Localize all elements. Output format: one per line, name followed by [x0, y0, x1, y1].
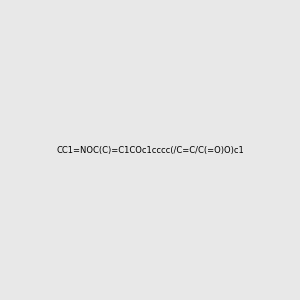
Text: CC1=NOC(C)=C1COc1cccc(/C=C/C(=O)O)c1: CC1=NOC(C)=C1COc1cccc(/C=C/C(=O)O)c1 [56, 146, 244, 154]
